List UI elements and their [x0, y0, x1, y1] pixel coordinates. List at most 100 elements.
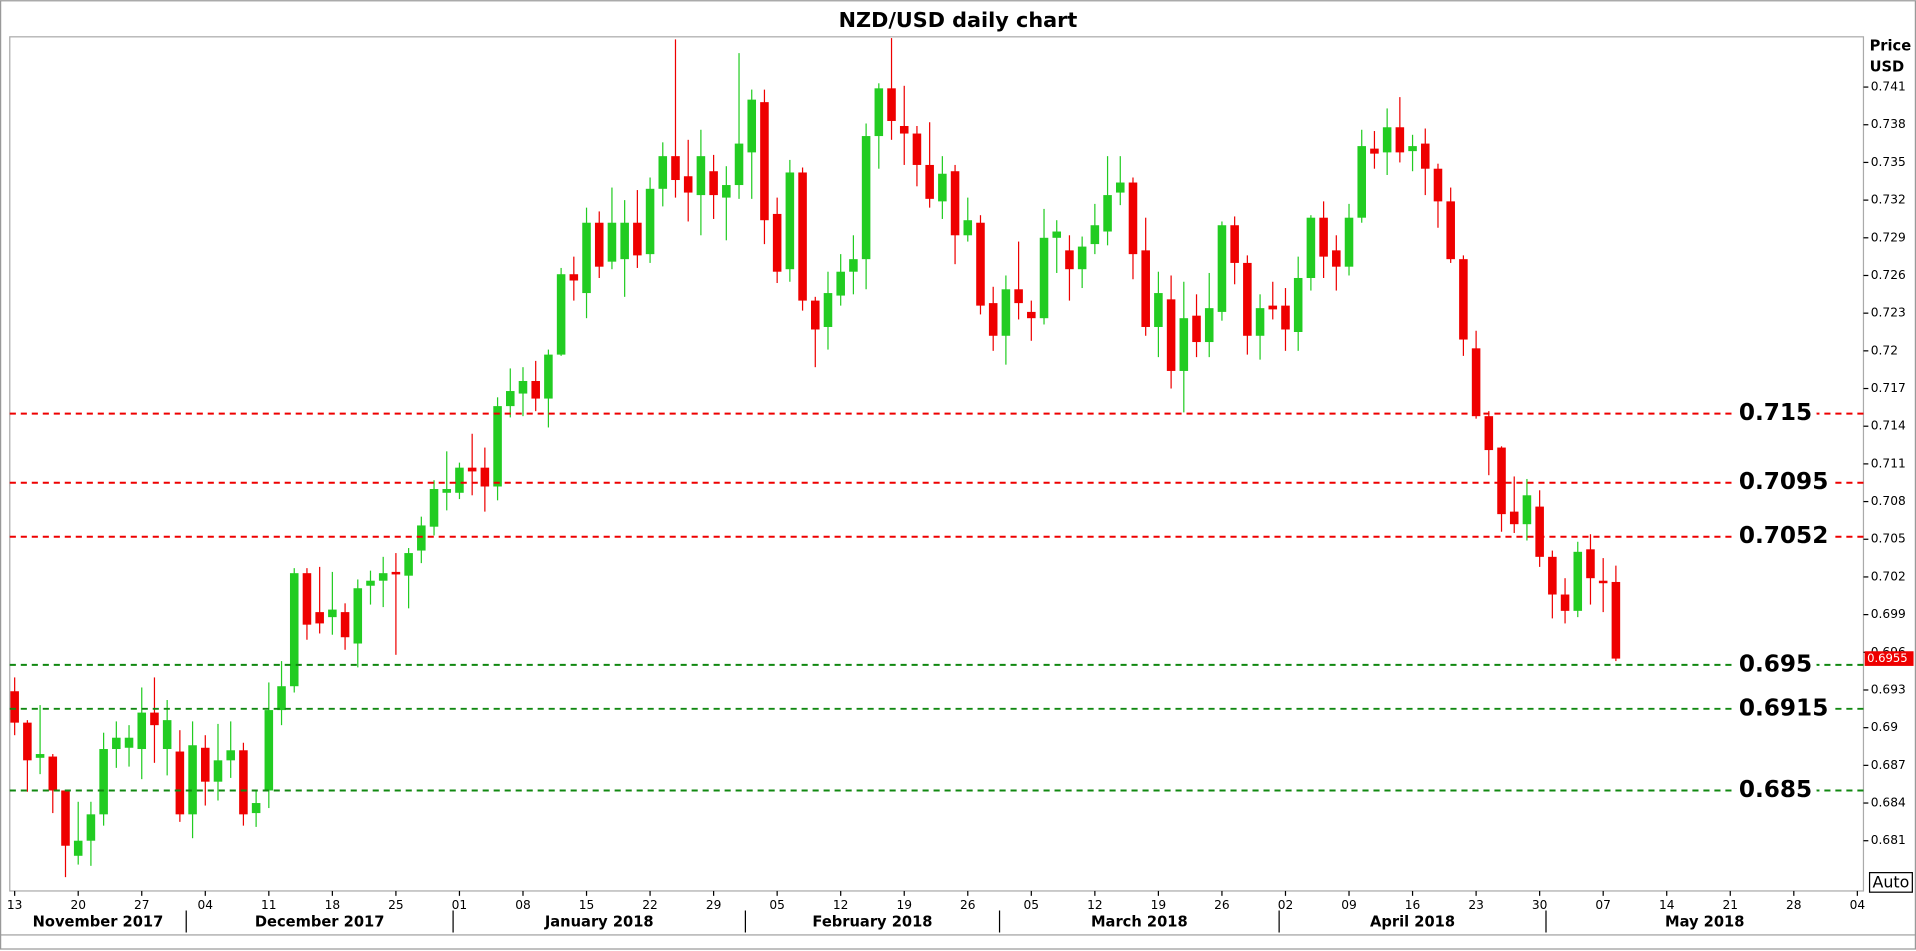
candle-body [124, 737, 134, 748]
candle-body [1306, 217, 1316, 278]
candle-body [302, 573, 312, 625]
candle-body [1192, 315, 1201, 343]
candle-body [264, 710, 274, 791]
x-tick-label: 01 [452, 898, 468, 912]
candle-body [709, 171, 718, 196]
candle-body [899, 126, 909, 134]
candle-body [175, 751, 185, 815]
x-tick-label: 02 [1278, 898, 1294, 912]
x-tick-label: 21 [1722, 898, 1738, 912]
candle-body [785, 172, 795, 270]
level-label: 0.6915 [1739, 694, 1829, 721]
x-tick-label: 18 [325, 898, 341, 912]
candle-body [1230, 225, 1239, 263]
candle-body [633, 222, 642, 256]
y-tick-label: 0.708 [1871, 494, 1906, 508]
candle-body [251, 803, 261, 814]
x-tick-label: 12 [1087, 898, 1103, 912]
candle-body [620, 222, 629, 260]
candle-body [1382, 127, 1392, 153]
y-tick-label: 0.726 [1871, 268, 1906, 282]
candle-body [162, 720, 172, 750]
candle-body [1395, 127, 1405, 153]
auto-button[interactable]: Auto [1868, 872, 1913, 893]
candle-body [683, 176, 693, 193]
candle-body [696, 156, 706, 196]
candle-body [378, 573, 388, 581]
candle-body [1077, 246, 1087, 270]
candle-body [811, 300, 820, 330]
candle-body [1115, 182, 1125, 193]
candle-body [1611, 581, 1621, 659]
x-tick-label: 20 [70, 898, 86, 912]
candle-body [417, 525, 426, 551]
candle-body [1573, 551, 1583, 611]
x-tick-label: 23 [1468, 898, 1484, 912]
candle-body [798, 172, 807, 301]
y-tick-label: 0.717 [1871, 381, 1906, 395]
candle-body [1535, 506, 1544, 557]
candle-body [239, 750, 248, 815]
candle-body [1509, 511, 1519, 525]
candle-body [1052, 231, 1062, 238]
month-label: March 2018 [1091, 914, 1188, 931]
candle-body [213, 760, 223, 782]
candle-body [1459, 259, 1468, 340]
x-tick-label: 05 [769, 898, 785, 912]
x-tick-label: 04 [198, 898, 214, 912]
candle-body [1433, 168, 1443, 202]
candle-body [1344, 217, 1354, 267]
y-tick-label: 0.738 [1871, 117, 1906, 131]
candle-body [1560, 594, 1570, 611]
candle-body [1319, 217, 1328, 257]
candle-body [1420, 143, 1430, 169]
candle-body [48, 756, 58, 791]
y-tick-label: 0.705 [1871, 532, 1906, 546]
x-tick-label: 28 [1786, 898, 1802, 912]
x-tick-label: 26 [1214, 898, 1230, 912]
x-tick-label: 07 [1595, 898, 1611, 912]
candle-body [1103, 195, 1112, 232]
candle-body [1497, 447, 1506, 515]
x-tick-label: 12 [833, 898, 849, 912]
level-label: 0.715 [1739, 399, 1812, 426]
level-label: 0.685 [1739, 776, 1812, 803]
candle-body [1522, 495, 1532, 525]
candle-body [849, 259, 858, 272]
candle-body [112, 737, 121, 750]
candle-body [823, 293, 833, 327]
candle-body [1204, 308, 1214, 343]
auto-button-box[interactable] [1868, 872, 1913, 893]
candle-body [976, 222, 985, 306]
y-tick-label: 0.711 [1871, 456, 1906, 470]
candle-body [1586, 549, 1595, 579]
candle-body [480, 467, 490, 487]
candle-body [1141, 250, 1150, 327]
candles [10, 38, 1621, 878]
x-tick-label: 27 [134, 898, 150, 912]
x-tick-label: 05 [1024, 898, 1040, 912]
x-tick-label: 11 [261, 898, 277, 912]
candle-body [340, 612, 350, 638]
x-tick-label: 25 [388, 898, 404, 912]
x-tick-label: 09 [1341, 898, 1357, 912]
y-tick-label: 0.735 [1871, 155, 1906, 169]
chart-title: NZD/USD daily chart [839, 8, 1078, 32]
candle-body [1243, 262, 1252, 336]
candle-body [1027, 311, 1036, 319]
y-tick-label: 0.684 [1871, 796, 1906, 810]
candle-body [10, 691, 19, 723]
candle-body [861, 136, 871, 260]
level-label: 0.695 [1739, 650, 1812, 677]
candle-body [1293, 277, 1303, 333]
y-tick-label: 0.72 [1871, 343, 1898, 357]
auto-button-label[interactable]: Auto [1873, 873, 1910, 892]
candle-body [645, 188, 655, 255]
candle-body [1217, 225, 1227, 312]
candle-body [988, 303, 998, 336]
x-tick-label: 16 [1405, 898, 1421, 912]
candle-body [455, 467, 464, 493]
candle-body [1332, 250, 1341, 267]
x-tick-label: 19 [1151, 898, 1167, 912]
